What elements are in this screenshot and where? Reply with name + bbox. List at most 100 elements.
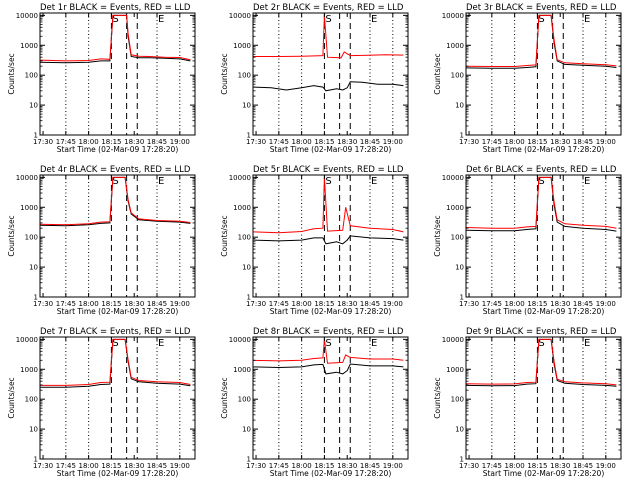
y-tick-label: 1 xyxy=(247,294,251,302)
x-tick-label: 19:00 xyxy=(383,300,403,308)
y-tick-label: 1 xyxy=(460,294,464,302)
x-tick-label: 19:00 xyxy=(383,138,403,146)
y-tick-label: 1 xyxy=(34,132,38,140)
x-tick-label: 18:30 xyxy=(337,300,357,308)
x-tick-label: 17:30 xyxy=(459,462,479,470)
end-marker: E xyxy=(158,338,164,349)
y-axis-label: Counts/sec xyxy=(220,377,229,418)
x-tick-label: 18:45 xyxy=(147,300,167,308)
plot-frame xyxy=(252,12,409,136)
x-tick-label: 18:00 xyxy=(505,300,525,308)
x-tick-label: 17:45 xyxy=(56,462,76,470)
y-tick-label: 100 xyxy=(238,72,251,80)
y-tick-label: 10000 xyxy=(229,174,251,182)
y-tick-label: 1 xyxy=(247,132,251,140)
x-tick-label: 18:15 xyxy=(101,462,121,470)
x-tick-label: 18:00 xyxy=(505,462,525,470)
y-axis-label: Counts/sec xyxy=(433,377,442,418)
series-events-line xyxy=(253,235,404,245)
x-tick-label: 19:00 xyxy=(383,462,403,470)
x-tick-label: 18:45 xyxy=(147,138,167,146)
y-tick-label: 10 xyxy=(242,426,251,434)
x-tick-label: 17:30 xyxy=(459,300,479,308)
x-tick-label: 18:30 xyxy=(124,138,144,146)
y-tick-label: 1 xyxy=(34,456,38,464)
plot-frame xyxy=(465,336,622,460)
panel-title: Det 2r BLACK = Events, RED = LLD xyxy=(253,3,404,13)
x-tick-label: 18:30 xyxy=(550,138,570,146)
start-marker: S xyxy=(112,338,118,349)
y-tick-label: 10 xyxy=(455,102,464,110)
y-tick-label: 10 xyxy=(29,264,38,272)
y-tick-label: 10 xyxy=(455,264,464,272)
x-axis-label: Start Time (02-Mar-09 17:28:20) xyxy=(57,469,179,478)
x-tick-label: 18:30 xyxy=(124,300,144,308)
series-events-line xyxy=(253,81,404,92)
x-tick-label: 18:00 xyxy=(292,300,312,308)
plot-frame xyxy=(252,174,409,298)
series-lld-line xyxy=(466,338,617,386)
x-tick-label: 18:00 xyxy=(292,462,312,470)
y-tick-label: 100 xyxy=(451,234,464,242)
x-tick-label: 17:30 xyxy=(246,300,266,308)
y-tick-label: 10 xyxy=(242,264,251,272)
x-tick-label: 18:45 xyxy=(573,462,593,470)
x-tick-label: 19:00 xyxy=(596,462,616,470)
x-tick-label: 18:00 xyxy=(79,300,99,308)
y-tick-label: 10 xyxy=(242,102,251,110)
x-tick-label: 17:45 xyxy=(269,138,289,146)
x-tick-label: 18:00 xyxy=(79,462,99,470)
x-tick-label: 18:45 xyxy=(147,462,167,470)
end-marker: E xyxy=(371,176,377,187)
x-tick-label: 18:15 xyxy=(314,462,334,470)
x-tick-label: 17:45 xyxy=(56,300,76,308)
x-tick-label: 18:30 xyxy=(550,462,570,470)
start-marker: S xyxy=(538,14,544,25)
series-lld-line xyxy=(40,176,191,226)
y-tick-label: 10000 xyxy=(229,336,251,344)
x-tick-label: 18:45 xyxy=(573,138,593,146)
x-tick-label: 17:45 xyxy=(482,462,502,470)
end-marker: E xyxy=(584,338,590,349)
y-tick-label: 1000 xyxy=(233,42,251,50)
x-tick-label: 19:00 xyxy=(170,300,190,308)
end-marker: E xyxy=(158,14,164,25)
x-axis-label: Start Time (02-Mar-09 17:28:20) xyxy=(270,145,392,154)
series-lld-line xyxy=(253,15,404,59)
y-axis-label: Counts/sec xyxy=(7,53,16,94)
x-tick-label: 18:00 xyxy=(79,138,99,146)
x-tick-label: 18:15 xyxy=(527,138,547,146)
y-tick-label: 1000 xyxy=(233,366,251,374)
x-tick-label: 17:30 xyxy=(246,138,266,146)
y-tick-label: 10000 xyxy=(16,174,38,182)
start-marker: S xyxy=(112,176,118,187)
x-tick-label: 17:30 xyxy=(33,462,53,470)
plot-frame xyxy=(465,174,622,298)
series-events-line xyxy=(253,363,404,375)
panel-title: Det 9r BLACK = Events, RED = LLD xyxy=(466,327,617,337)
x-axis-label: Start Time (02-Mar-09 17:28:20) xyxy=(270,307,392,316)
y-tick-label: 10 xyxy=(29,102,38,110)
plot-frame xyxy=(39,174,196,298)
start-marker: S xyxy=(538,176,544,187)
x-tick-label: 17:30 xyxy=(33,138,53,146)
y-tick-label: 100 xyxy=(25,396,38,404)
y-tick-label: 1000 xyxy=(20,204,38,212)
panel-title: Det 7r BLACK = Events, RED = LLD xyxy=(40,327,191,337)
y-tick-label: 1000 xyxy=(233,204,251,212)
y-axis-label: Counts/sec xyxy=(220,53,229,94)
y-tick-label: 1 xyxy=(460,456,464,464)
series-lld-line xyxy=(40,338,191,386)
x-tick-label: 18:15 xyxy=(527,300,547,308)
x-tick-label: 18:15 xyxy=(314,300,334,308)
x-tick-label: 18:45 xyxy=(573,300,593,308)
y-tick-label: 1000 xyxy=(446,204,464,212)
x-axis-label: Start Time (02-Mar-09 17:28:20) xyxy=(270,469,392,478)
x-tick-label: 18:45 xyxy=(360,300,380,308)
y-tick-label: 10000 xyxy=(442,12,464,20)
series-lld-line xyxy=(253,339,404,364)
